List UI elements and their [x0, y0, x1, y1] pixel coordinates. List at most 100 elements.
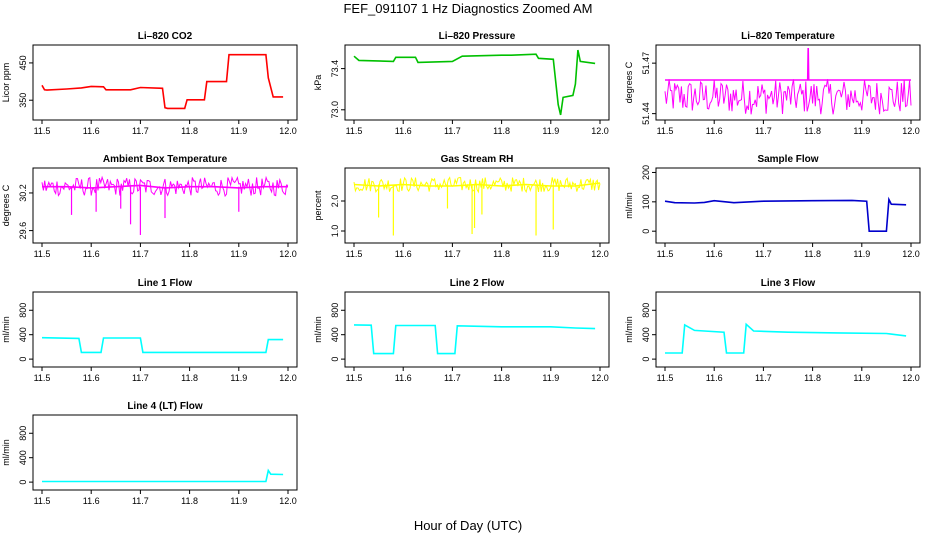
x-tick-label: 11.7: [755, 126, 772, 136]
y-axis-label: degrees C: [624, 61, 634, 103]
y-tick-label: 100: [641, 194, 651, 209]
panel-title: Line 3 Flow: [761, 278, 816, 289]
series-line: [42, 184, 288, 189]
x-tick-label: 11.5: [34, 126, 51, 136]
x-tick-label: 12.0: [279, 373, 297, 383]
x-tick-label: 11.9: [542, 126, 559, 136]
x-tick-label: 12.0: [591, 126, 609, 136]
y-axis-label: ml/min: [1, 316, 11, 343]
panel-10: Line 4 (LT) Flow 11.5 11.6 11.7 11.8 11.9 12.0…: [1, 401, 298, 506]
x-tick-label: 11.8: [181, 373, 198, 383]
panel-frame: [32, 44, 298, 121]
y-tick-label: 51.44: [641, 102, 651, 125]
x-tick-label: 11.7: [444, 126, 461, 136]
y-tick-label: 0: [18, 357, 28, 362]
x-tick-label: 11.9: [542, 373, 559, 383]
x-tick-label: 11.5: [346, 126, 363, 136]
y-tick-label: 800: [330, 303, 340, 318]
y-tick-label: 30.2: [18, 184, 28, 202]
series-line: [42, 468, 284, 483]
x-tick-label: 11.7: [132, 496, 149, 506]
x-tick-label: 11.5: [346, 373, 363, 383]
x-tick-label: 11.9: [230, 373, 247, 383]
panel-7: Line 1 Flow 11.5 11.6 11.7 11.8 11.9 12.0 0 400 8…: [1, 278, 298, 383]
panel-title: Li–820 Temperature: [741, 31, 835, 42]
x-tick-label: 11.6: [83, 126, 100, 136]
x-tick-label: 12.0: [591, 373, 609, 383]
series-line: [664, 196, 907, 232]
y-tick-label: 2.0: [330, 195, 340, 208]
panel-title: Line 4 (LT) Flow: [127, 401, 203, 412]
y-axis-label: ml/min: [313, 316, 323, 343]
panel-frame: [344, 291, 610, 368]
series-line: [41, 53, 284, 110]
x-tick-label: 12.0: [279, 126, 297, 136]
panel-6: Sample Flow 11.5 11.6 11.7 11.8 11.9 12.0 0 100 2…: [624, 154, 921, 259]
y-tick-label: 400: [18, 327, 28, 342]
panel-frame: [32, 414, 298, 491]
x-tick-label: 11.5: [657, 249, 674, 259]
y-axis-label: degrees C: [1, 184, 11, 226]
y-axis-label: ml/min: [624, 192, 634, 219]
y-tick-label: 800: [641, 303, 651, 318]
panel-3: Li–820 Temperature 11.5 11.6 11.7 11.8 11.9 12…: [624, 31, 921, 136]
x-tick-label: 11.9: [542, 249, 559, 259]
x-tick-label: 11.9: [230, 126, 247, 136]
x-tick-label: 11.9: [853, 249, 870, 259]
panel-title: Gas Stream RH: [441, 154, 514, 165]
series-noise: [664, 79, 912, 115]
y-tick-label: 400: [18, 450, 28, 465]
x-tick-label: 11.8: [181, 496, 198, 506]
y-tick-label: 200: [641, 165, 651, 180]
x-tick-label: 11.8: [804, 249, 821, 259]
panel-9: Line 3 Flow 11.5 11.6 11.7 11.8 11.9 12.0 0 400 8…: [624, 278, 921, 383]
x-tick-label: 11.5: [657, 373, 674, 383]
x-tick-label: 11.7: [132, 249, 149, 259]
y-tick-label: 29.6: [18, 222, 28, 240]
x-tick-label: 11.8: [181, 249, 198, 259]
panel-title: Ambient Box Temperature: [103, 154, 228, 165]
x-tick-label: 11.6: [706, 249, 723, 259]
y-axis-label: Licor ppm: [1, 63, 11, 103]
panel-title: Li–820 CO2: [138, 31, 193, 42]
y-tick-label: 0: [330, 357, 340, 362]
y-tick-label: 73.4: [330, 60, 340, 78]
x-tick-label: 11.7: [444, 373, 461, 383]
y-axis-label: ml/min: [624, 316, 634, 343]
panel-title: Li–820 Pressure: [439, 31, 516, 42]
panel-frame: [655, 44, 921, 121]
y-axis-label: ml/min: [1, 439, 11, 466]
panel-5: Gas Stream RH 11.5 11.6 11.7 11.8 11.9 12.0 1.0…: [313, 154, 610, 259]
panel-frame: [655, 291, 921, 368]
panel-title: Line 2 Flow: [450, 278, 505, 289]
y-tick-label: 400: [330, 327, 340, 342]
y-tick-label: 450: [18, 55, 28, 70]
x-tick-label: 12.0: [591, 249, 609, 259]
x-tick-label: 11.5: [657, 126, 674, 136]
x-tick-label: 11.7: [132, 126, 149, 136]
x-tick-label: 11.5: [346, 249, 363, 259]
y-tick-label: 800: [18, 303, 28, 318]
series-line: [353, 324, 596, 355]
panel-2: Li–820 Pressure 11.5 11.6 11.7 11.8 11.9 12.0 7…: [313, 31, 610, 136]
x-tick-label: 11.8: [493, 126, 510, 136]
x-tick-label: 11.9: [230, 249, 247, 259]
panel-frame: [32, 291, 298, 368]
x-tick-label: 12.0: [279, 496, 297, 506]
panel-4: Ambient Box Temperature 11.5 11.6 11.7 11.8 1…: [1, 154, 298, 259]
x-tick-label: 11.7: [444, 249, 461, 259]
x-tick-label: 11.6: [83, 249, 100, 259]
y-tick-label: 73.0: [330, 101, 340, 119]
panel-frame: [344, 44, 610, 121]
x-tick-label: 11.9: [230, 496, 247, 506]
x-tick-label: 11.7: [755, 373, 772, 383]
x-tick-label: 11.9: [853, 126, 870, 136]
x-tick-label: 11.6: [706, 373, 723, 383]
x-tick-label: 11.8: [804, 373, 821, 383]
panel-frame: [655, 167, 921, 244]
y-tick-label: 0: [641, 229, 651, 234]
x-tick-label: 11.6: [395, 126, 412, 136]
x-tick-label: 12.0: [279, 249, 297, 259]
